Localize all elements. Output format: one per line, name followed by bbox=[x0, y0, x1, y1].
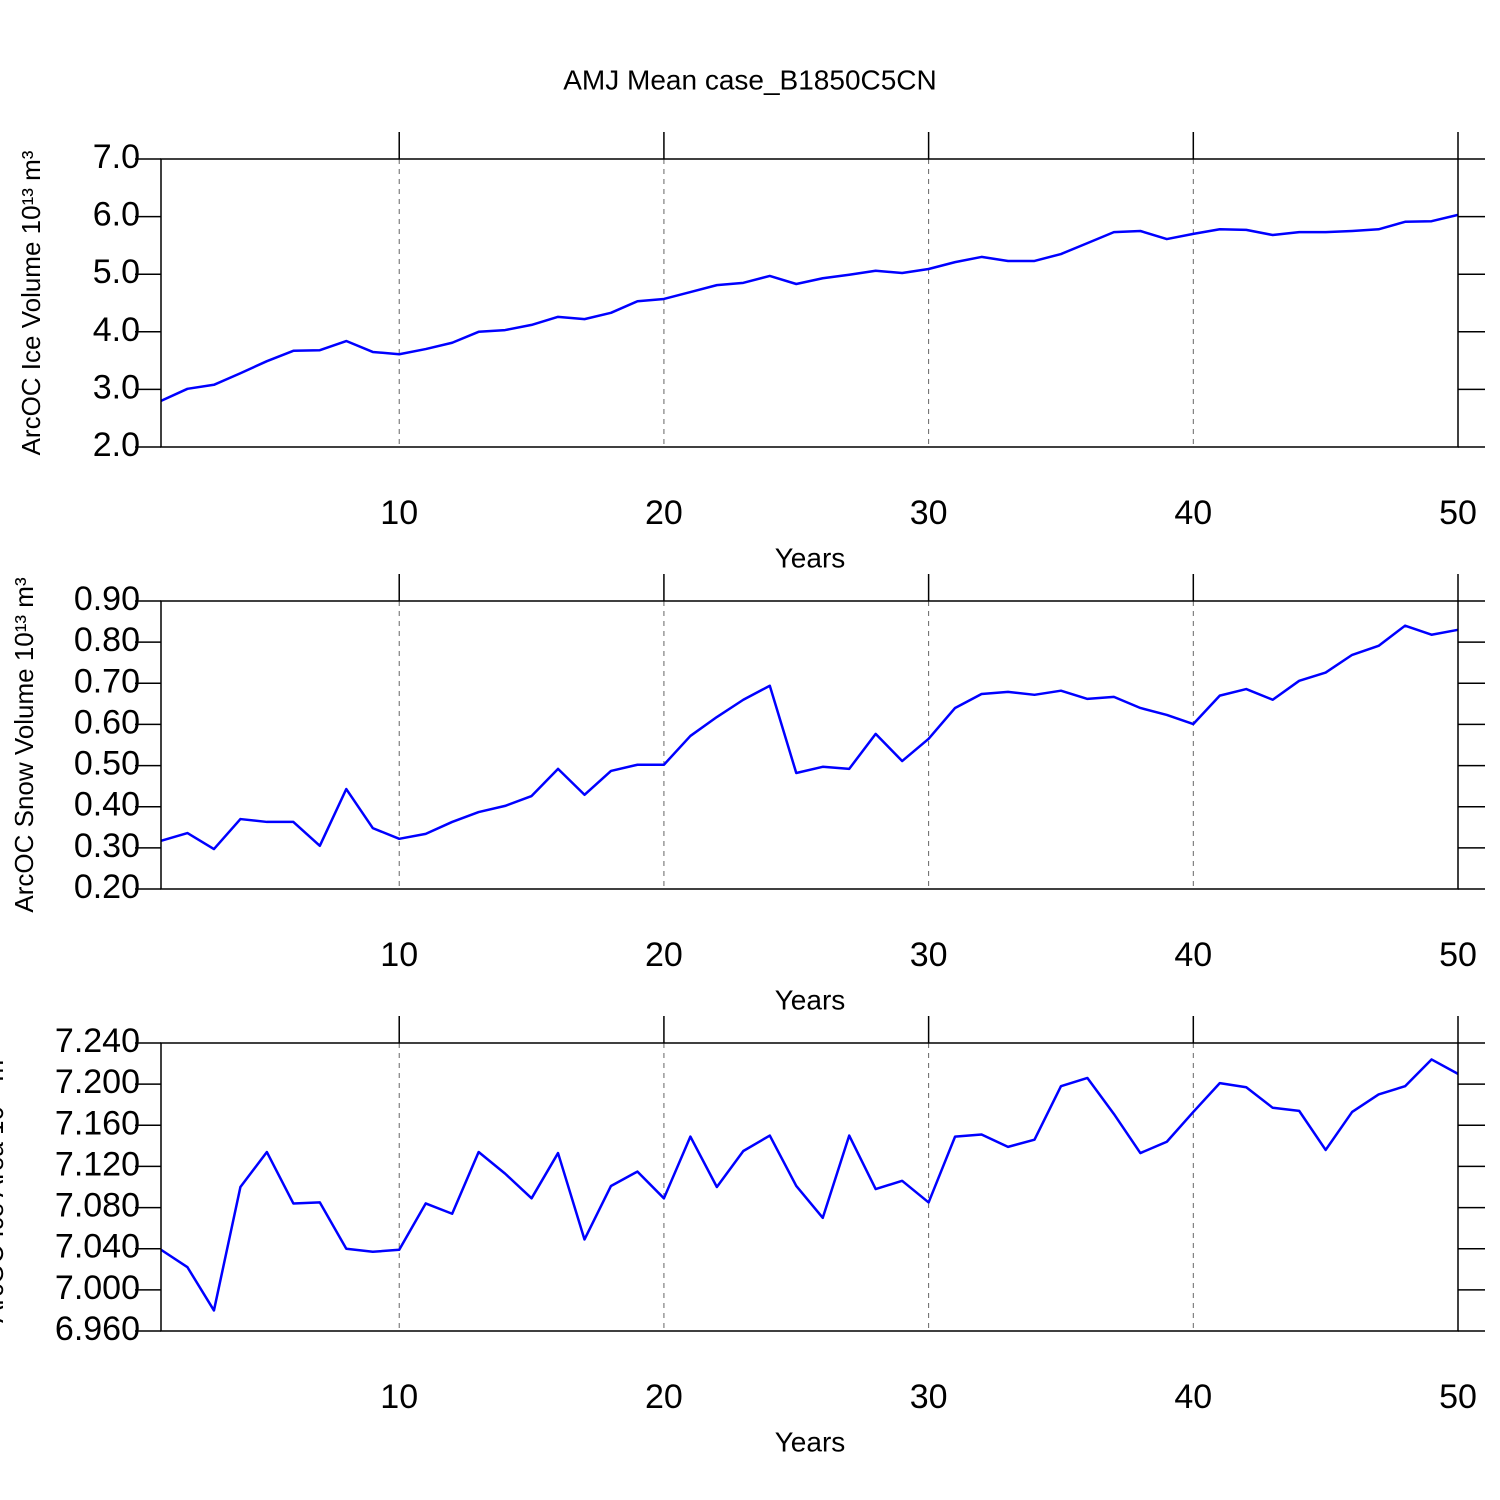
plot-frame bbox=[160, 158, 1459, 448]
y-axis-label: ArcOC Snow Volume 10¹³ m³ bbox=[9, 577, 39, 913]
y-tick-label: 0.90 bbox=[74, 580, 140, 618]
y-tick-label: 0.40 bbox=[74, 786, 140, 824]
y-tick-label: 7.040 bbox=[55, 1228, 140, 1266]
x-tick-label: 20 bbox=[645, 494, 683, 532]
x-tick-label: 40 bbox=[1174, 1378, 1212, 1416]
y-tick-label: 7.0 bbox=[93, 138, 140, 176]
y-tick-label: 0.50 bbox=[74, 745, 140, 783]
x-tick-label: 30 bbox=[910, 1378, 948, 1416]
y-tick-label: 0.30 bbox=[74, 827, 140, 865]
chart-title: AMJ Mean case_B1850C5CN bbox=[563, 64, 937, 95]
x-tick-label: 40 bbox=[1174, 936, 1212, 974]
y-tick-label: 7.120 bbox=[55, 1145, 140, 1183]
plot-frame bbox=[160, 600, 1459, 890]
x-tick-label: 10 bbox=[380, 936, 418, 974]
x-tick-label: 30 bbox=[910, 494, 948, 532]
y-tick-label: 7.000 bbox=[55, 1269, 140, 1307]
y-axis-label: ArcOC Ice Area 10¹² m² bbox=[0, 1051, 9, 1323]
y-tick-label: 7.200 bbox=[55, 1063, 140, 1101]
x-tick-label: 30 bbox=[910, 936, 948, 974]
y-tick-label: 7.240 bbox=[55, 1022, 140, 1060]
y-tick-label: 0.20 bbox=[74, 868, 140, 906]
line bbox=[160, 1058, 1459, 1312]
x-axis-label: Years bbox=[775, 984, 846, 1015]
y-tick-label: 0.60 bbox=[74, 703, 140, 741]
y-tick-label: 7.080 bbox=[55, 1187, 140, 1225]
line bbox=[160, 213, 1459, 403]
x-axis-label: Years bbox=[775, 1426, 846, 1457]
x-axis-label: Years bbox=[775, 542, 846, 573]
x-tick-label: 50 bbox=[1439, 1378, 1477, 1416]
y-tick-label: 2.0 bbox=[93, 426, 140, 464]
x-tick-label: 50 bbox=[1439, 494, 1477, 532]
x-tick-label: 10 bbox=[380, 1378, 418, 1416]
y-tick-label: 0.70 bbox=[74, 662, 140, 700]
x-tick-label: 50 bbox=[1439, 936, 1477, 974]
x-tick-label: 40 bbox=[1174, 494, 1212, 532]
y-tick-label: 7.160 bbox=[55, 1104, 140, 1142]
y-tick-label: 4.0 bbox=[93, 311, 140, 349]
x-tick-label: 20 bbox=[645, 1378, 683, 1416]
y-tick-label: 6.960 bbox=[55, 1310, 140, 1348]
y-tick-label: 6.0 bbox=[93, 196, 140, 234]
y-axis-label: ArcOC Ice Volume 10¹³ m³ bbox=[16, 150, 46, 455]
line bbox=[160, 624, 1459, 851]
x-tick-label: 10 bbox=[380, 494, 418, 532]
y-tick-label: 5.0 bbox=[93, 253, 140, 291]
x-tick-label: 20 bbox=[645, 936, 683, 974]
y-tick-label: 0.80 bbox=[74, 621, 140, 659]
y-tick-label: 3.0 bbox=[93, 368, 140, 406]
plot-frame bbox=[160, 1042, 1459, 1332]
